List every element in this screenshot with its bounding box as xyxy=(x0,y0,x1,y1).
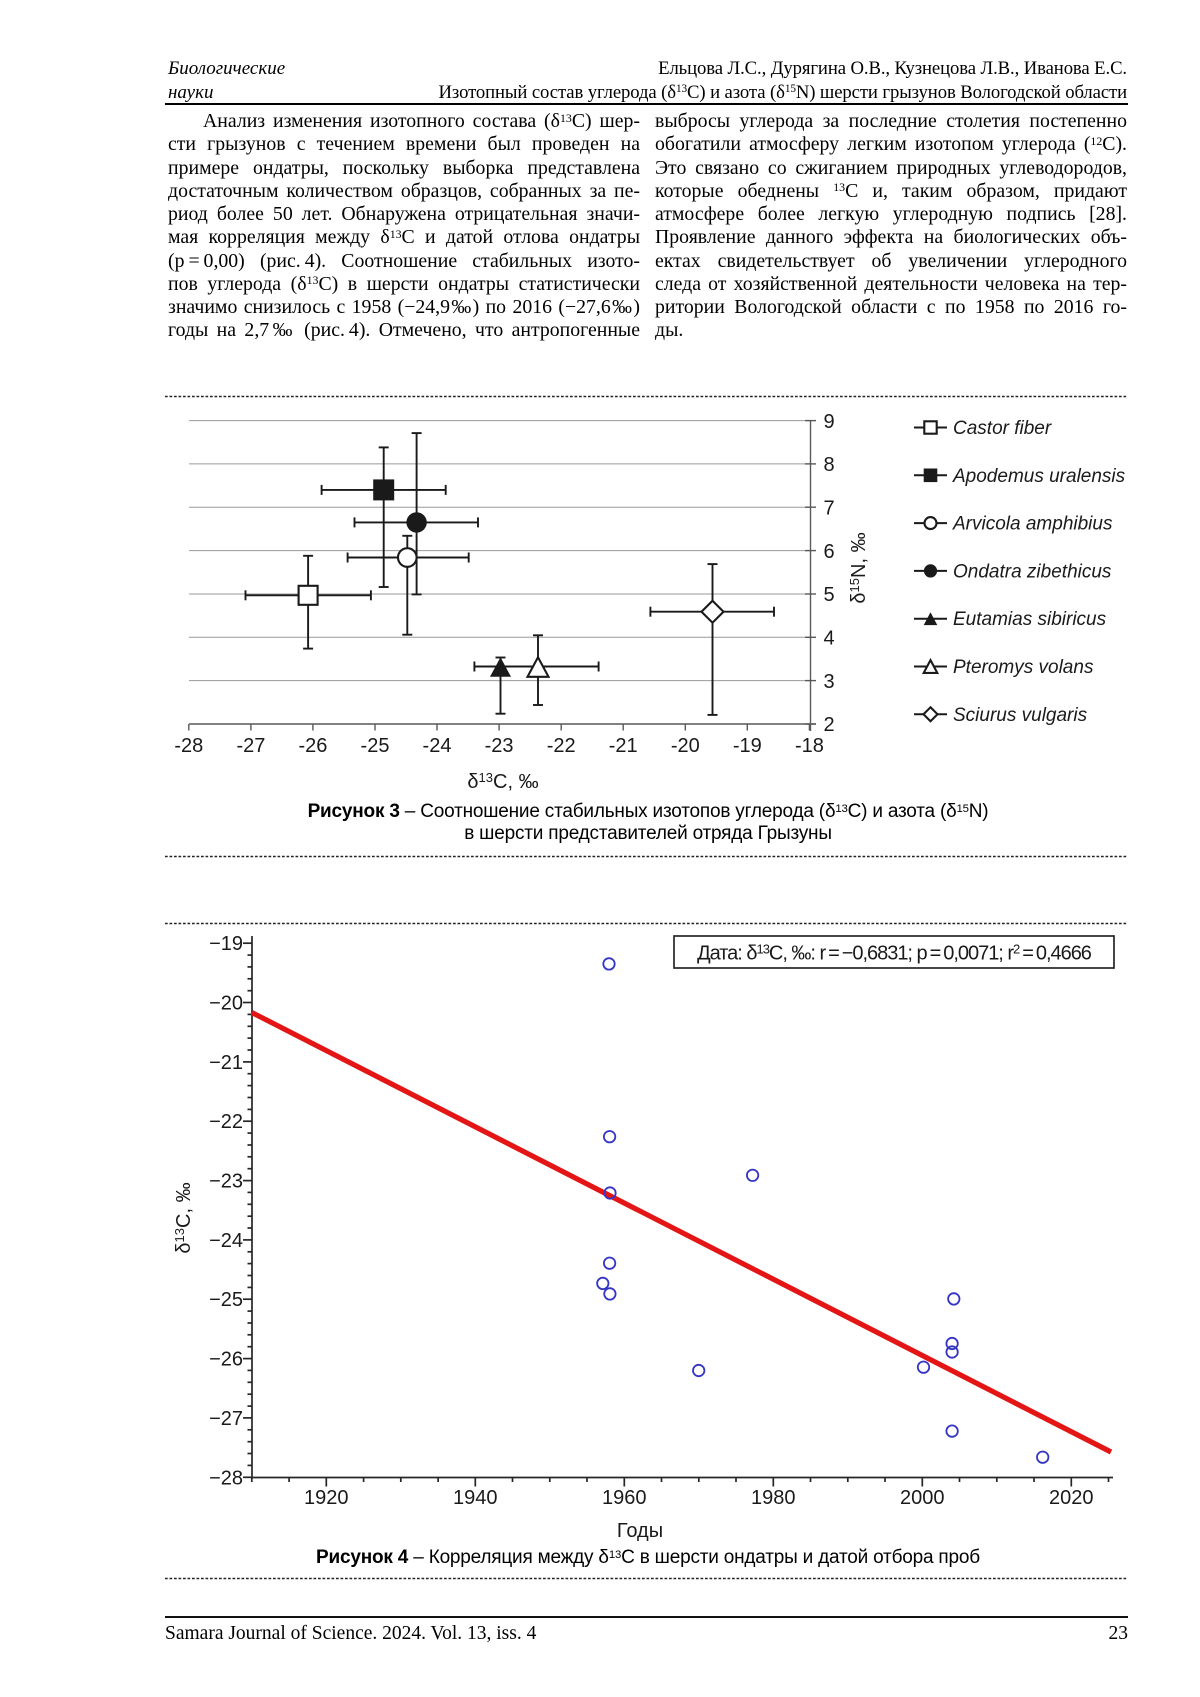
svg-text:−26: −26 xyxy=(209,1349,243,1371)
svg-text:−19: −19 xyxy=(209,933,243,955)
svg-text:Castor fiber: Castor fiber xyxy=(953,418,1052,439)
svg-text:−21: −21 xyxy=(209,1052,243,1074)
svg-text:−28: −28 xyxy=(209,1467,243,1489)
svg-text:6: 6 xyxy=(823,541,834,563)
svg-text:2: 2 xyxy=(823,714,834,736)
svg-text:Apodemus uralensis: Apodemus uralensis xyxy=(952,466,1126,487)
svg-text:8: 8 xyxy=(823,454,834,476)
svg-text:−20: −20 xyxy=(209,993,243,1015)
svg-text:3: 3 xyxy=(823,671,834,693)
svg-text:Годы: Годы xyxy=(617,1520,663,1542)
svg-text:-25: -25 xyxy=(361,735,390,757)
svg-text:Eutamias sibiricus: Eutamias sibiricus xyxy=(953,609,1107,630)
svg-text:1980: 1980 xyxy=(751,1487,796,1509)
svg-text:-23: -23 xyxy=(485,735,514,757)
svg-text:2000: 2000 xyxy=(900,1487,945,1509)
svg-text:Дата: δ13C, ‰: r = −0,6831;: Дата: δ13C, ‰: r = −0,6831; p = 0,0071; … xyxy=(697,942,1092,965)
svg-text:-26: -26 xyxy=(298,735,327,757)
svg-text:1920: 1920 xyxy=(304,1487,349,1509)
svg-text:−27: −27 xyxy=(209,1408,243,1430)
svg-text:δ15N, ‰: δ15N, ‰ xyxy=(847,532,870,603)
svg-text:-24: -24 xyxy=(423,735,452,757)
svg-text:1940: 1940 xyxy=(453,1487,498,1509)
svg-text:9: 9 xyxy=(823,411,834,433)
svg-text:1960: 1960 xyxy=(602,1487,647,1509)
svg-text:δ13C, ‰: δ13C, ‰ xyxy=(172,1182,195,1253)
svg-text:−23: −23 xyxy=(209,1171,243,1193)
svg-text:5: 5 xyxy=(823,584,834,606)
svg-text:4: 4 xyxy=(823,628,834,650)
svg-text:δ13C, ‰: δ13C, ‰ xyxy=(467,770,538,793)
svg-text:−25: −25 xyxy=(209,1289,243,1311)
svg-text:−22: −22 xyxy=(209,1111,243,1133)
svg-text:Pteromys volans: Pteromys volans xyxy=(953,657,1094,678)
svg-text:-18: -18 xyxy=(795,735,824,757)
svg-text:Ondatra zibethicus: Ondatra zibethicus xyxy=(953,561,1112,582)
svg-text:-21: -21 xyxy=(609,735,638,757)
svg-text:7: 7 xyxy=(823,498,834,520)
svg-text:-22: -22 xyxy=(547,735,576,757)
svg-text:-27: -27 xyxy=(236,735,265,757)
svg-text:Sciurus vulgaris: Sciurus vulgaris xyxy=(953,705,1088,726)
svg-text:-20: -20 xyxy=(671,735,700,757)
svg-text:Arvicola amphibius: Arvicola amphibius xyxy=(952,514,1113,535)
svg-text:-28: -28 xyxy=(174,735,203,757)
svg-text:-19: -19 xyxy=(733,735,762,757)
svg-text:2020: 2020 xyxy=(1049,1487,1094,1509)
svg-text:−24: −24 xyxy=(209,1230,243,1252)
